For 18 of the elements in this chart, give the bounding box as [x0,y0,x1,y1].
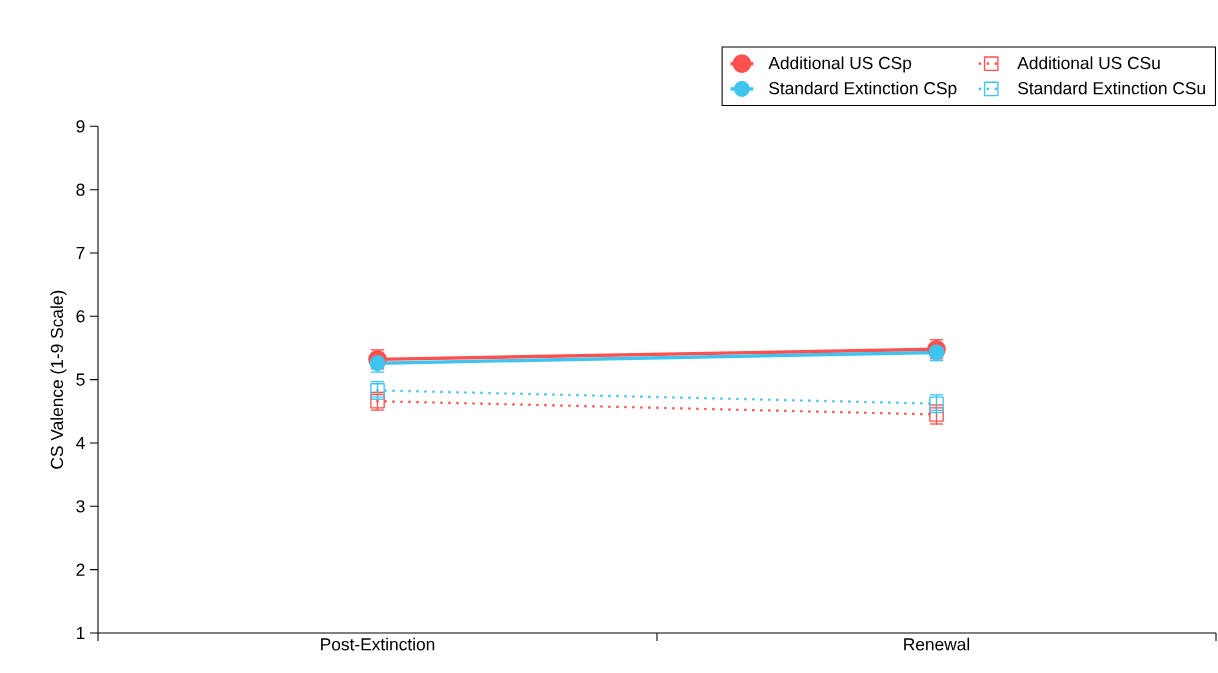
legend-label: Standard Extinction CSp [769,81,957,98]
y-tick-label: 8 [76,183,85,196]
y-tick-label: 1 [76,627,85,639]
x-tick-label: Post-Extinction [321,637,435,651]
y-tick-label: 5 [76,373,85,386]
legend-label: Additional US CSp [768,56,912,73]
point [928,344,945,361]
legend-label: Standard Extinction CSu [1018,81,1205,95]
y-tick-label: 7 [76,247,85,259]
legend-label: Additional US CSu [1017,56,1160,70]
y-axis-title: CS Valence (1-9 Scale) [50,290,67,469]
y-tick-label: 9 [76,120,85,133]
y-tick-label: 4 [76,437,85,449]
x-tick-label: Renewal [904,637,970,651]
y-tick-label: 6 [76,310,85,323]
y-tick-label: 3 [76,500,85,513]
point [369,355,386,372]
y-tick-label: 2 [76,563,85,576]
